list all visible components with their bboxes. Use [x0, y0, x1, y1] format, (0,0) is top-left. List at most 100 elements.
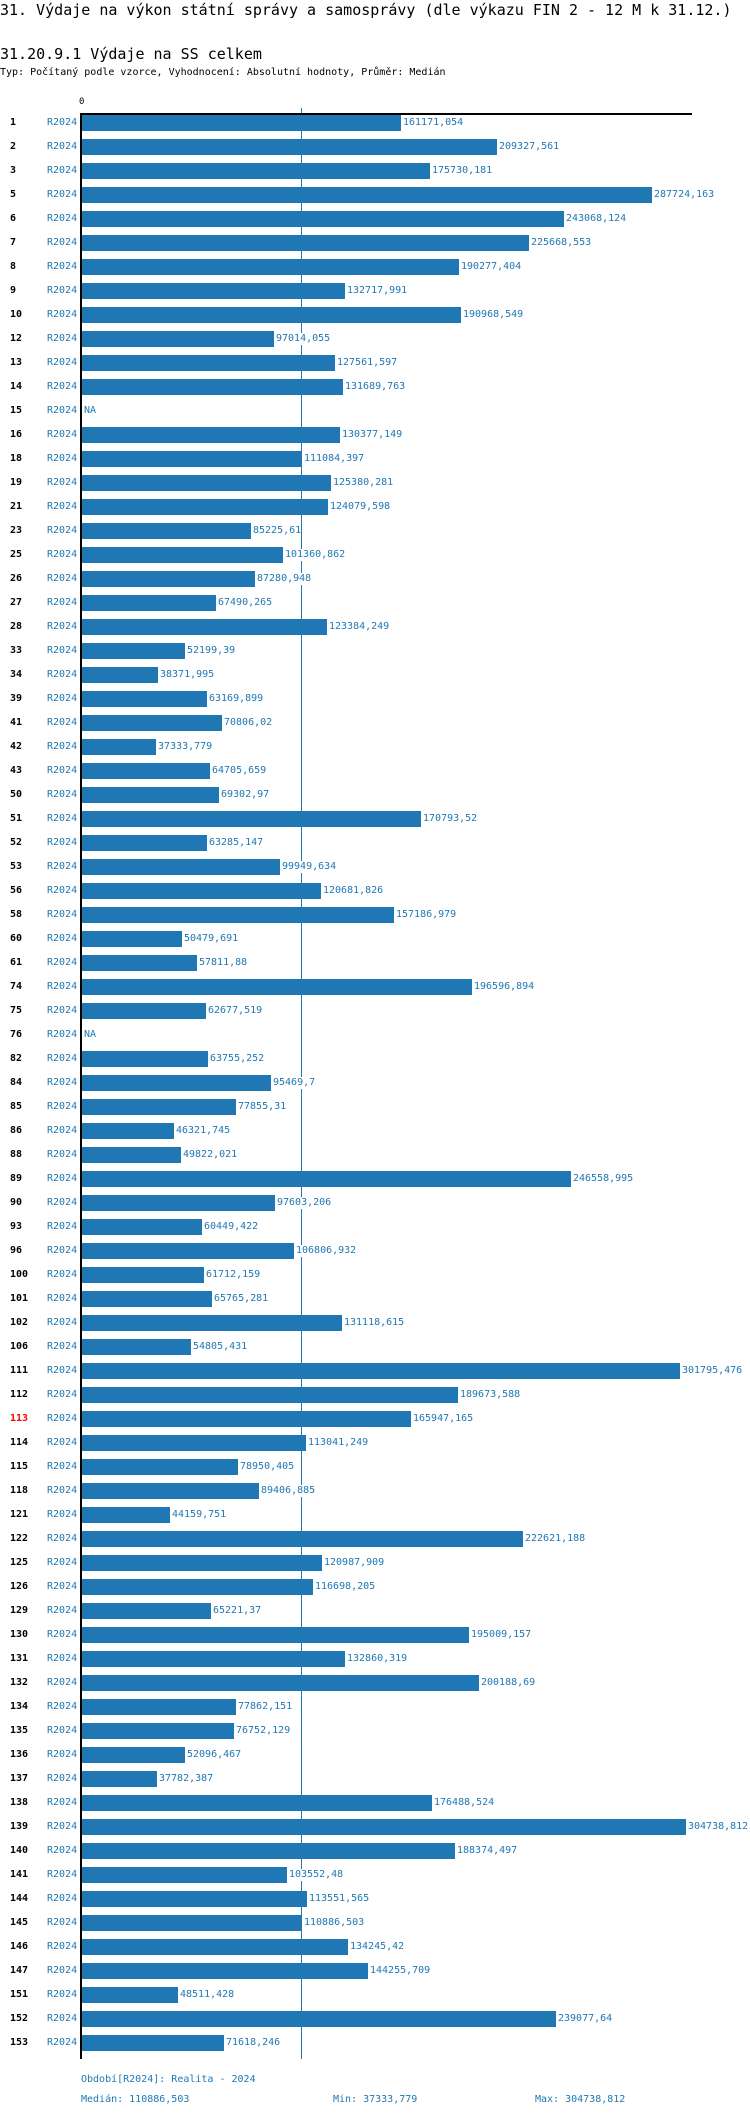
bar[interactable]: [82, 1051, 208, 1067]
bar[interactable]: [82, 955, 197, 971]
bar[interactable]: [82, 643, 185, 659]
row-period-label: R2024: [47, 621, 78, 632]
row-period-label: R2024: [47, 1749, 78, 1760]
bar[interactable]: [82, 259, 459, 275]
bar[interactable]: [82, 1219, 202, 1235]
bar[interactable]: [82, 787, 219, 803]
bar[interactable]: [82, 1627, 469, 1643]
bar[interactable]: [82, 931, 182, 947]
row-id-label: 101: [10, 1293, 29, 1304]
bar[interactable]: [82, 739, 156, 755]
bar[interactable]: [82, 1723, 234, 1739]
bar[interactable]: [82, 1339, 191, 1355]
bar[interactable]: [82, 1867, 287, 1883]
row-id-label: 122: [10, 1533, 29, 1544]
row-id-label: 53: [10, 861, 23, 872]
bar[interactable]: [82, 715, 222, 731]
bar[interactable]: [82, 547, 283, 563]
bar[interactable]: [82, 2035, 224, 2051]
bar[interactable]: [82, 211, 564, 227]
row-id-label: 12: [10, 333, 23, 344]
bar[interactable]: [82, 1483, 259, 1499]
bar[interactable]: [82, 1531, 523, 1547]
bar[interactable]: [82, 595, 216, 611]
bar[interactable]: [82, 1003, 206, 1019]
bar[interactable]: [82, 1675, 479, 1691]
bar[interactable]: [82, 187, 652, 203]
bar[interactable]: [82, 1603, 211, 1619]
bar[interactable]: [82, 763, 210, 779]
bar[interactable]: [82, 139, 497, 155]
row-id-label: 2: [10, 141, 17, 152]
bar[interactable]: [82, 379, 343, 395]
bar[interactable]: [82, 1147, 181, 1163]
bar[interactable]: [82, 1507, 170, 1523]
bar[interactable]: [82, 835, 207, 851]
bar[interactable]: [82, 235, 529, 251]
bar[interactable]: [82, 1891, 307, 1907]
bar[interactable]: [82, 979, 472, 995]
row-id-label: 28: [10, 621, 23, 632]
bar[interactable]: [82, 115, 401, 131]
bar[interactable]: [82, 283, 345, 299]
bar[interactable]: [82, 691, 207, 707]
bar[interactable]: [82, 1651, 345, 1667]
bar[interactable]: [82, 907, 394, 923]
bar-value-label: 62677,519: [208, 1005, 263, 1017]
row-period-label: R2024: [47, 1365, 78, 1376]
bar[interactable]: [82, 1843, 455, 1859]
bar[interactable]: [82, 667, 158, 683]
bar[interactable]: [82, 307, 461, 323]
bar[interactable]: [82, 1963, 368, 1979]
bar[interactable]: [82, 163, 430, 179]
bar[interactable]: [82, 1987, 178, 2003]
bar[interactable]: [82, 2011, 556, 2027]
bar[interactable]: [82, 1699, 236, 1715]
bar-value-label: 38371,995: [160, 669, 215, 681]
row-period-label: R2024: [47, 1317, 78, 1328]
bar[interactable]: [82, 499, 328, 515]
bar[interactable]: [82, 571, 255, 587]
bar[interactable]: [82, 1243, 294, 1259]
bar[interactable]: [82, 331, 274, 347]
bar-value-label: 76752,129: [236, 1725, 291, 1737]
bar[interactable]: [82, 1555, 322, 1571]
bar[interactable]: [82, 1123, 174, 1139]
bar[interactable]: [82, 523, 251, 539]
bar[interactable]: [82, 1819, 686, 1835]
bar-value-label: 46321,745: [176, 1125, 231, 1137]
bar[interactable]: [82, 475, 331, 491]
bar[interactable]: [82, 1363, 680, 1379]
bar[interactable]: [82, 1459, 238, 1475]
bar-value-label: 48511,428: [180, 1989, 235, 2001]
bar-value-label: 99949,634: [282, 861, 337, 873]
bar[interactable]: [82, 1075, 271, 1091]
bar[interactable]: [82, 1387, 458, 1403]
bar[interactable]: [82, 619, 327, 635]
bar[interactable]: [82, 1915, 302, 1931]
bar[interactable]: [82, 1771, 157, 1787]
bar[interactable]: [82, 1579, 313, 1595]
bar[interactable]: [82, 1411, 411, 1427]
bar[interactable]: [82, 811, 421, 827]
bar[interactable]: [82, 883, 321, 899]
row-period-label: R2024: [47, 285, 78, 296]
bar[interactable]: [82, 1315, 342, 1331]
bar[interactable]: [82, 1747, 185, 1763]
bar[interactable]: [82, 1435, 306, 1451]
row-period-label: R2024: [47, 1893, 78, 1904]
bar[interactable]: [82, 427, 340, 443]
bar[interactable]: [82, 355, 335, 371]
bar[interactable]: [82, 1267, 204, 1283]
bar[interactable]: [82, 859, 280, 875]
row-period-label: R2024: [47, 429, 78, 440]
row-id-label: 144: [10, 1893, 29, 1904]
bar[interactable]: [82, 1795, 432, 1811]
bar[interactable]: [82, 1939, 348, 1955]
bar[interactable]: [82, 1195, 275, 1211]
bar[interactable]: [82, 1291, 212, 1307]
bar-value-label: 37782,387: [159, 1773, 214, 1785]
bar[interactable]: [82, 451, 302, 467]
bar[interactable]: [82, 1099, 236, 1115]
bar[interactable]: [82, 1171, 571, 1187]
